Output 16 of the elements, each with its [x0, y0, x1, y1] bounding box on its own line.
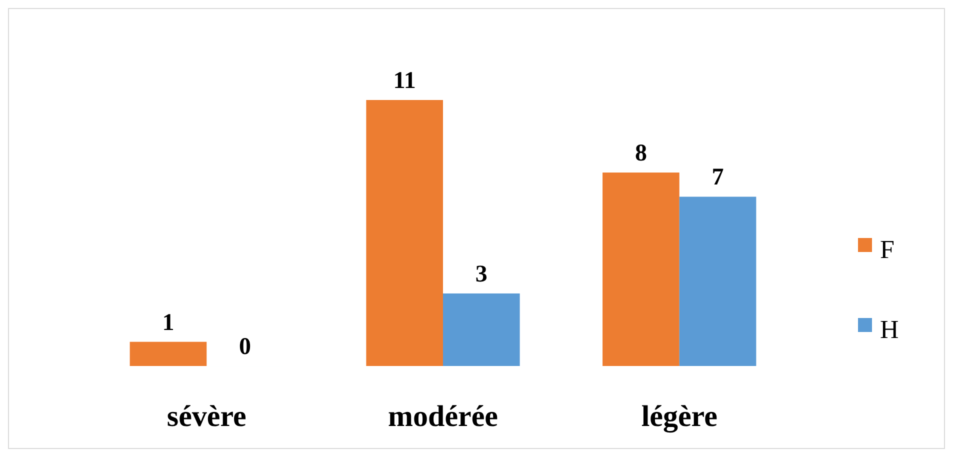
x-tick-label: modérée: [388, 400, 498, 433]
bar: [679, 196, 756, 366]
legend-label: H: [880, 314, 899, 344]
data-label: 8: [634, 140, 647, 167]
legend-label: F: [880, 234, 894, 264]
data-label: 11: [393, 68, 416, 94]
bar: [443, 293, 520, 366]
bar: [366, 100, 443, 366]
bar: [130, 342, 207, 366]
data-label: 1: [162, 310, 174, 336]
data-label: 3: [475, 261, 488, 288]
x-tick-label: légère: [641, 400, 718, 433]
data-label: 7: [712, 164, 724, 191]
bar: [602, 172, 680, 366]
x-tick-label: sévère: [166, 400, 246, 433]
data-label: 0: [239, 334, 252, 360]
